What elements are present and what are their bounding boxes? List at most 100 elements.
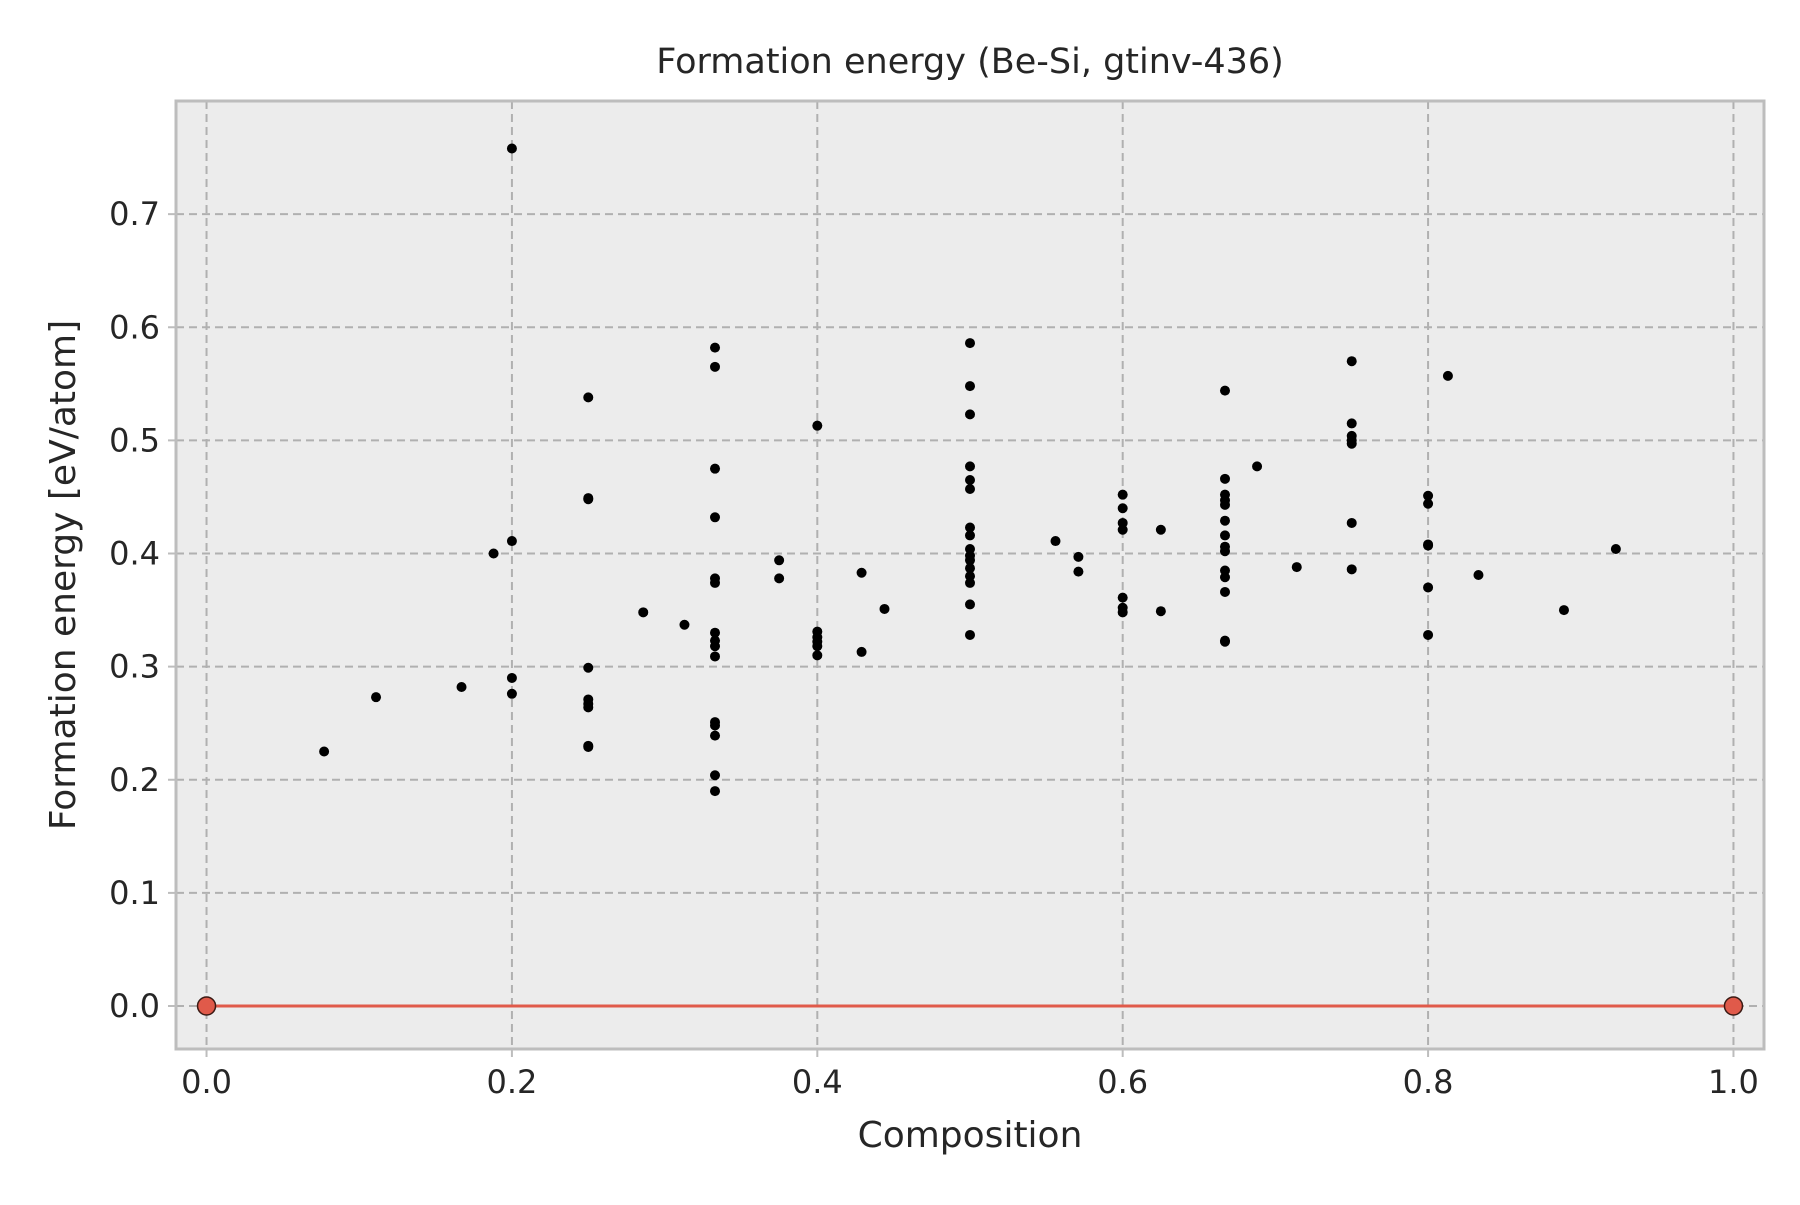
data-point: [456, 681, 467, 692]
data-point: [774, 573, 785, 584]
data-point: [506, 143, 517, 154]
data-point: [965, 563, 975, 574]
data-point: [583, 741, 594, 752]
data-point: [638, 607, 649, 618]
data-point: [1219, 586, 1230, 597]
x-tick-label: 0.0: [181, 1063, 232, 1101]
data-point: [710, 651, 721, 662]
chart-title: Formation energy (Be-Si, gtinv-436): [656, 42, 1284, 82]
data-point: [710, 641, 721, 652]
data-point: [1155, 606, 1166, 617]
data-point: [506, 536, 517, 547]
data-point: [710, 361, 721, 372]
data-point: [1291, 562, 1302, 573]
data-point: [812, 641, 823, 652]
data-point: [1073, 551, 1084, 562]
data-point: [710, 786, 721, 797]
data-point: [1610, 543, 1621, 554]
data-point: [1219, 572, 1230, 583]
data-point: [1117, 489, 1128, 500]
data-point: [856, 567, 867, 578]
data-point: [1423, 582, 1434, 593]
data-points: [319, 143, 1621, 797]
data-point: [1252, 461, 1263, 472]
data-point: [710, 730, 721, 741]
data-point: [965, 530, 975, 541]
x-tick-label: 0.8: [1403, 1063, 1454, 1101]
x-tick-label: 1.0: [1708, 1063, 1759, 1101]
x-axis-label: Composition: [858, 1115, 1083, 1156]
data-point: [583, 494, 594, 505]
data-point: [812, 650, 823, 661]
data-point: [710, 577, 721, 588]
data-point: [965, 555, 975, 566]
data-point: [319, 746, 330, 757]
y-tick-label: 0.0: [109, 987, 160, 1025]
data-point: [679, 619, 690, 630]
data-point: [1219, 473, 1230, 484]
data-point: [710, 770, 721, 781]
data-point: [583, 392, 594, 403]
data-point: [856, 646, 867, 657]
data-point: [1346, 418, 1357, 429]
data-point: [710, 627, 721, 638]
data-point: [1473, 570, 1484, 580]
data-point: [1346, 517, 1357, 528]
data-point: [710, 512, 721, 523]
data-point: [1219, 385, 1230, 396]
data-point: [965, 599, 975, 610]
hull-vertex-marker: [1723, 996, 1744, 1016]
data-point: [1219, 546, 1230, 557]
data-point: [1346, 356, 1357, 367]
x-tick-label: 0.2: [486, 1063, 537, 1101]
data-point: [1117, 524, 1128, 535]
x-tick-labels: 0.0 0.2 0.4 0.6 0.8 1.0: [181, 1049, 1759, 1101]
data-point: [1346, 564, 1357, 575]
data-point: [1219, 515, 1230, 526]
x-tick-label: 0.6: [1097, 1063, 1148, 1101]
data-point: [1558, 605, 1569, 616]
y-tick-label: 0.2: [109, 761, 160, 799]
data-point: [1442, 370, 1453, 381]
data-point: [965, 577, 975, 588]
y-tick-label: 0.5: [109, 421, 160, 459]
data-point: [965, 461, 975, 472]
data-point: [710, 463, 721, 474]
data-point: [583, 662, 594, 673]
y-tick-label: 0.1: [109, 874, 160, 912]
data-point: [1219, 530, 1230, 541]
data-point: [506, 688, 517, 699]
y-tick-label: 0.7: [109, 195, 160, 233]
y-tick-label: 0.4: [109, 535, 160, 573]
data-point: [1346, 438, 1357, 449]
data-point: [1073, 566, 1084, 577]
data-point: [488, 548, 499, 559]
data-point: [1117, 607, 1128, 618]
data-point: [965, 409, 975, 420]
data-point: [1423, 629, 1434, 640]
data-point: [965, 629, 975, 640]
data-point: [1155, 524, 1166, 535]
data-point: [506, 672, 517, 683]
data-point: [1423, 540, 1434, 551]
y-tick-labels: 0.0 0.1 0.2 0.3 0.4 0.5 0.6 0.7: [109, 195, 176, 1025]
data-point: [1423, 498, 1434, 509]
data-point: [965, 474, 975, 485]
data-point: [774, 555, 785, 566]
y-tick-label: 0.6: [109, 308, 160, 346]
y-axis-label: Formation energy [eV/atom]: [43, 320, 84, 830]
hull-vertex-marker: [196, 996, 217, 1016]
data-point: [965, 381, 975, 392]
data-point: [371, 692, 382, 703]
data-point: [1117, 503, 1128, 514]
convex-hull: [196, 996, 1744, 1016]
data-point: [965, 484, 975, 495]
data-point: [879, 603, 890, 614]
data-point: [965, 338, 975, 349]
data-point: [583, 702, 594, 713]
x-tick-label: 0.4: [792, 1063, 843, 1101]
data-point: [1050, 536, 1061, 547]
data-point: [1219, 499, 1230, 510]
